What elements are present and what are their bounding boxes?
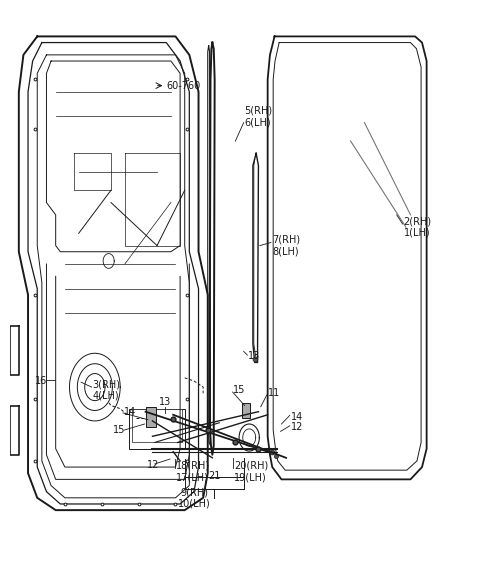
Text: 5(RH)
6(LH): 5(RH) 6(LH): [245, 106, 273, 127]
Text: 20(RH)
19(LH): 20(RH) 19(LH): [234, 460, 268, 482]
FancyBboxPatch shape: [242, 403, 250, 418]
Text: 12: 12: [291, 422, 303, 432]
Text: 14: 14: [124, 407, 136, 417]
Text: 13: 13: [248, 351, 261, 362]
Text: 3(RH)
4(LH): 3(RH) 4(LH): [93, 379, 120, 401]
Text: 2(RH)
1(LH): 2(RH) 1(LH): [404, 216, 432, 238]
Text: 12: 12: [147, 460, 159, 470]
Text: 14: 14: [291, 412, 303, 421]
Text: 15: 15: [113, 425, 126, 435]
FancyBboxPatch shape: [132, 408, 182, 442]
Text: 60-760: 60-760: [166, 81, 201, 90]
FancyBboxPatch shape: [145, 407, 156, 427]
Text: 13: 13: [159, 397, 171, 407]
Text: 16: 16: [35, 376, 47, 386]
Text: 21: 21: [209, 471, 221, 481]
Text: 7(RH)
8(LH): 7(RH) 8(LH): [272, 235, 300, 257]
Text: 18(RH)
17(LH): 18(RH) 17(LH): [177, 460, 211, 482]
Text: 9(RH)
10(LH): 9(RH) 10(LH): [178, 487, 210, 508]
Text: 11: 11: [268, 388, 280, 398]
Text: 15: 15: [233, 385, 245, 395]
FancyBboxPatch shape: [130, 408, 185, 449]
